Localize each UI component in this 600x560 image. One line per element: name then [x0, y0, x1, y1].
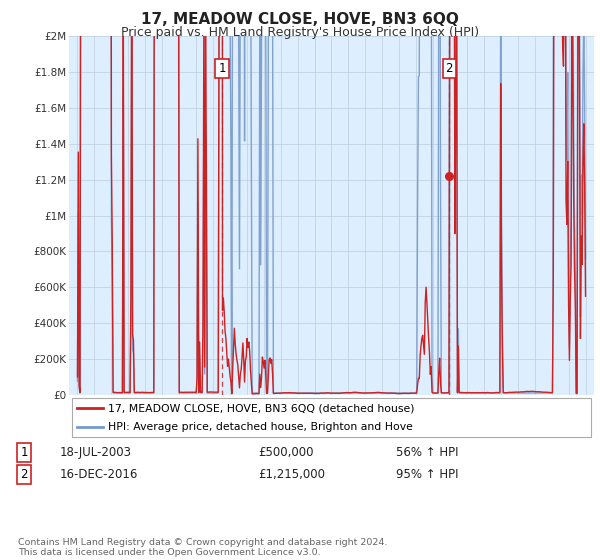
Text: 16-DEC-2016: 16-DEC-2016: [60, 468, 139, 482]
Text: 2: 2: [446, 62, 453, 75]
Text: 2: 2: [20, 468, 28, 482]
Text: 17, MEADOW CLOSE, HOVE, BN3 6QQ (detached house): 17, MEADOW CLOSE, HOVE, BN3 6QQ (detache…: [109, 404, 415, 413]
Text: £1,215,000: £1,215,000: [258, 468, 325, 482]
Text: 56% ↑ HPI: 56% ↑ HPI: [396, 446, 458, 459]
Text: £500,000: £500,000: [258, 446, 314, 459]
Text: Price paid vs. HM Land Registry's House Price Index (HPI): Price paid vs. HM Land Registry's House …: [121, 26, 479, 39]
Text: 1: 1: [20, 446, 28, 459]
FancyBboxPatch shape: [71, 398, 592, 437]
Text: 17, MEADOW CLOSE, HOVE, BN3 6QQ: 17, MEADOW CLOSE, HOVE, BN3 6QQ: [141, 12, 459, 27]
Text: 95% ↑ HPI: 95% ↑ HPI: [396, 468, 458, 482]
Text: HPI: Average price, detached house, Brighton and Hove: HPI: Average price, detached house, Brig…: [109, 422, 413, 432]
Text: 1: 1: [218, 62, 226, 75]
Text: Contains HM Land Registry data © Crown copyright and database right 2024.
This d: Contains HM Land Registry data © Crown c…: [18, 538, 388, 557]
Text: 18-JUL-2003: 18-JUL-2003: [60, 446, 132, 459]
